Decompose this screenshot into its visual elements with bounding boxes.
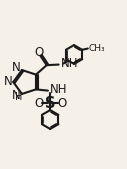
Text: CH₃: CH₃ [88,44,105,53]
Text: H: H [15,92,23,102]
Text: O: O [35,46,44,59]
Text: O: O [57,97,66,110]
Text: NH: NH [50,83,68,96]
Text: N: N [12,89,21,102]
Text: S: S [45,96,55,111]
Text: N: N [12,61,21,74]
Text: NH: NH [61,57,78,70]
Text: N: N [4,75,12,88]
Text: O: O [34,97,43,110]
